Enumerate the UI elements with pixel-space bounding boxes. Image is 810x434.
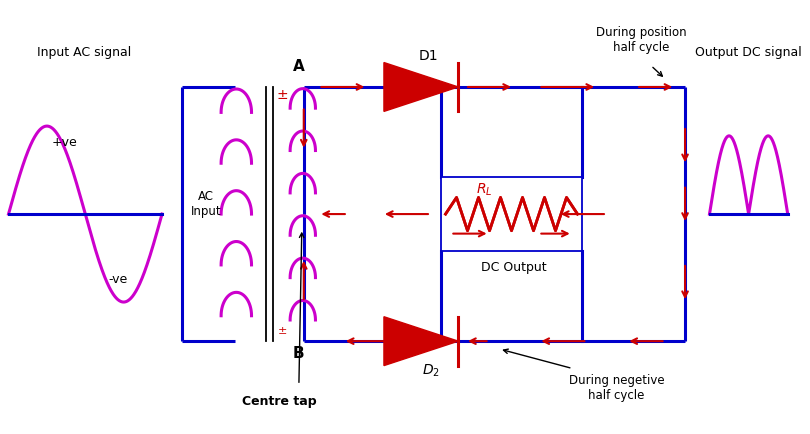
Text: $D_2$: $D_2$	[422, 363, 440, 379]
Text: D1: D1	[419, 49, 439, 62]
Text: +ve: +ve	[52, 136, 77, 148]
Text: Output DC signal: Output DC signal	[695, 46, 802, 59]
Text: ±: ±	[278, 326, 287, 336]
Text: AC
Input: AC Input	[190, 190, 221, 218]
Text: Centre tap: Centre tap	[242, 395, 317, 408]
Bar	[441, 177, 582, 251]
Text: -ve: -ve	[109, 273, 127, 286]
Text: A: A	[293, 59, 305, 74]
Text: ±: ±	[276, 88, 288, 102]
Text: $R_L$: $R_L$	[476, 181, 492, 198]
Polygon shape	[384, 62, 458, 112]
Text: DC Output: DC Output	[481, 261, 547, 274]
Text: B: B	[293, 346, 305, 361]
Text: During negetive
half cycle: During negetive half cycle	[569, 374, 664, 402]
Text: During position
half cycle: During position half cycle	[595, 26, 686, 54]
Polygon shape	[384, 317, 458, 365]
Text: Input AC signal: Input AC signal	[36, 46, 131, 59]
